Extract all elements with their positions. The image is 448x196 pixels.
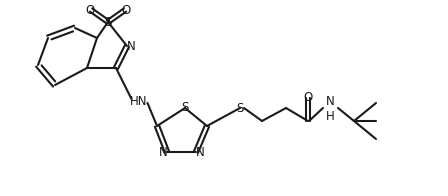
Text: N
H: N H [326,95,334,123]
Text: N: N [159,146,168,160]
Text: N: N [127,40,135,53]
Text: N: N [196,146,204,160]
Text: O: O [86,4,95,16]
Text: O: O [121,4,131,16]
Text: S: S [104,15,112,28]
Text: S: S [181,101,189,113]
Text: HN: HN [130,94,147,107]
Text: O: O [303,91,313,103]
Text: S: S [236,102,244,114]
